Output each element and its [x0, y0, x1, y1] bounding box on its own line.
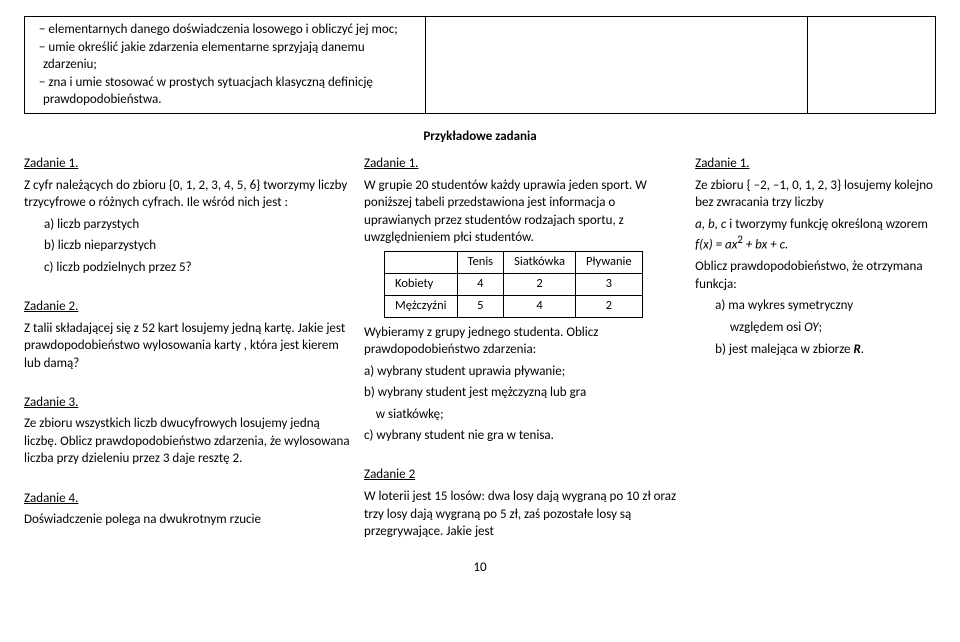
- cell: Kobiety: [385, 273, 458, 295]
- column-3: Zadanie 1. Ze zbioru { –2, –1, 0, 1, 2, …: [695, 155, 936, 362]
- z2-text: Z talii składającej się z 52 kart losuje…: [24, 320, 354, 373]
- cell: 5: [457, 295, 504, 317]
- cell: Mężczyźni: [385, 295, 458, 317]
- t: i tworzymy funkcję określoną wzorem: [729, 217, 928, 232]
- z1-title: Zadanie 1.: [24, 155, 354, 173]
- c2-c: c) wybrany student nie gra w tenisa.: [364, 427, 685, 445]
- c3-b: b) jest malejąca w zbiorze R.: [715, 341, 936, 359]
- c2-p2: Wybieramy z grupy jednego studenta. Obli…: [364, 324, 685, 359]
- t: b) jest malejąca w zbiorze: [715, 342, 853, 357]
- c2-z2-text: W loterii jest 15 losów: dwa losy dają w…: [364, 488, 685, 541]
- R: R: [853, 342, 860, 357]
- z3-title: Zadanie 3.: [24, 394, 354, 412]
- table-row: Kobiety 4 2 3: [385, 273, 643, 295]
- z1-a: a) liczb parzystych: [44, 216, 354, 234]
- top-cell-mid: [425, 17, 808, 114]
- abc: a, b, c: [695, 217, 729, 232]
- c2-b2: w siatkówkę;: [364, 406, 685, 424]
- bullet-2: umie określić jakie zdarzenia elementarn…: [33, 39, 417, 74]
- c3-line1: Ze zbioru { –2, –1, 0, 1, 2, 3} losujemy…: [695, 177, 936, 212]
- section-title: Przykładowe zadania: [24, 128, 936, 146]
- cell: 3: [575, 273, 642, 295]
- t: względem osi: [715, 320, 804, 335]
- bullet-1: elementarnych danego doświadczenia losow…: [33, 21, 417, 39]
- th-blank: [385, 252, 458, 274]
- column-1: Zadanie 1. Z cyfr należących do zbioru {…: [24, 155, 354, 532]
- th-siatkowka: Siatkówka: [504, 252, 576, 274]
- c2-a: a) wybrany student uprawia pływanie;: [364, 363, 685, 381]
- columns-container: Zadanie 1. Z cyfr należących do zbioru {…: [24, 155, 936, 544]
- c2-z1-title: Zadanie 1.: [364, 155, 685, 173]
- oy: OY: [804, 320, 819, 335]
- top-cell-left: elementarnych danego doświadczenia losow…: [25, 17, 426, 114]
- z4-title: Zadanie 4.: [24, 490, 354, 508]
- table-row: Mężczyźni 5 4 2: [385, 295, 643, 317]
- z1-b: b) liczb nieparzystych: [44, 237, 354, 255]
- z4-text: Doświadczenie polega na dwukrotnym rzuci…: [24, 511, 354, 529]
- top-cell-right: [808, 17, 936, 114]
- semi: ;: [819, 320, 822, 335]
- column-2: Zadanie 1. W grupie 20 studentów każdy u…: [364, 155, 685, 544]
- top-table: elementarnych danego doświadczenia losow…: [24, 16, 936, 114]
- dot: .: [861, 342, 864, 357]
- cell: 2: [575, 295, 642, 317]
- z1-c: c) liczb podzielnych przez 5?: [44, 259, 354, 277]
- c3-z1-title: Zadanie 1.: [695, 155, 936, 173]
- c2-z1-text: W grupie 20 studentów każdy uprawia jede…: [364, 177, 685, 247]
- rest: + bx + c.: [743, 238, 788, 253]
- c3-a1: a) ma wykres symetryczny: [715, 297, 936, 315]
- th-plywanie: Pływanie: [575, 252, 642, 274]
- cell: 2: [504, 273, 576, 295]
- bullet-3: zna i umie stosować w prostych sytuacjac…: [33, 74, 417, 109]
- page-number: 10: [24, 559, 936, 577]
- fx: f(x) = ax: [695, 238, 737, 253]
- c3-p3: Oblicz prawdopodobieństwo, że otrzymana …: [695, 258, 936, 293]
- c2-b1: b) wybrany student jest mężczyzną lub gr…: [364, 384, 685, 402]
- z2-title: Zadanie 2.: [24, 298, 354, 316]
- sport-table: Tenis Siatkówka Pływanie Kobiety 4 2 3 M…: [384, 251, 643, 318]
- th-tenis: Tenis: [457, 252, 504, 274]
- c3-a2: względem osi OY;: [715, 319, 936, 337]
- z1-text: Z cyfr należących do zbioru {0, 1, 2, 3,…: [24, 177, 354, 212]
- cell: 4: [457, 273, 504, 295]
- set: { –2, –1, 0, 1, 2, 3}: [747, 178, 842, 193]
- cell: 4: [504, 295, 576, 317]
- c2-z2-title: Zadanie 2: [364, 466, 685, 484]
- t: Ze zbioru: [695, 178, 746, 193]
- z3-text: Ze zbioru wszystkich liczb dwucyfrowych …: [24, 415, 354, 468]
- c3-line2: a, b, c i tworzymy funkcję określoną wzo…: [695, 216, 936, 254]
